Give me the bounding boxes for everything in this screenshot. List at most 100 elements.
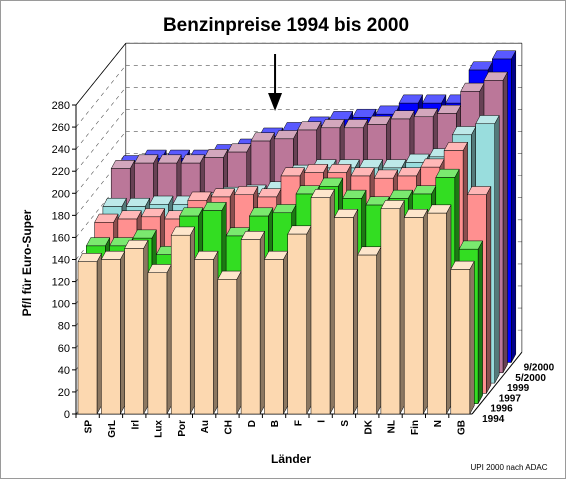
bar-1994-GrL xyxy=(100,250,126,415)
bar-side xyxy=(236,270,242,415)
bar-side xyxy=(469,261,475,415)
bar-front xyxy=(264,259,284,415)
bar-side xyxy=(259,231,265,415)
bar-side xyxy=(422,209,428,415)
y-tick-label: 260 xyxy=(52,122,70,134)
bar-side xyxy=(96,253,102,415)
bar-front xyxy=(170,234,191,415)
bar-front xyxy=(287,233,307,415)
bar-front xyxy=(310,197,331,415)
depth-axis-line xyxy=(471,351,523,415)
bar-1994-GB xyxy=(450,260,475,415)
bar-1994-F xyxy=(287,225,312,415)
gridline-side xyxy=(75,87,127,150)
bar-1994-CH xyxy=(217,270,242,415)
x-tick-label: SP xyxy=(84,420,95,434)
bar-1994-Au xyxy=(194,250,219,415)
bar-side xyxy=(353,209,359,415)
bar-1994-S xyxy=(333,209,359,415)
y-tick-label: 280 xyxy=(52,100,70,112)
series-label: 1997 xyxy=(499,393,522,404)
bar-side xyxy=(143,240,149,415)
bar-side xyxy=(189,226,195,415)
bar-1994-Irl xyxy=(124,239,149,415)
bar-front xyxy=(450,269,471,415)
bar-front xyxy=(194,259,214,415)
bar-side xyxy=(283,251,289,415)
bar-side xyxy=(502,71,508,373)
y-axis-label: Pf/l für Euro-Super xyxy=(20,209,34,316)
x-tick-label: DK xyxy=(363,419,374,434)
series-label: 1999 xyxy=(507,383,530,394)
x-tick-label: S xyxy=(340,420,351,427)
y-tick-label: 40 xyxy=(58,365,70,377)
x-tick-label: Irl xyxy=(130,420,141,430)
y-tick-label: 60 xyxy=(58,343,70,355)
gridline-side xyxy=(75,109,127,172)
bar-front xyxy=(427,212,447,415)
x-tick-label: Lux xyxy=(154,420,165,438)
bar-side xyxy=(329,189,335,415)
bar-1994-Lux xyxy=(147,264,172,415)
y-tick-label: 0 xyxy=(64,409,70,421)
bar-front xyxy=(124,248,144,415)
x-tick-label: I xyxy=(317,420,328,423)
bar-front xyxy=(357,254,377,415)
y-tick-label: 200 xyxy=(52,188,70,200)
bar-front xyxy=(240,239,261,415)
bar-side xyxy=(511,50,517,363)
bar-side xyxy=(446,204,452,415)
bar-side xyxy=(494,115,500,384)
x-tick-layer: SP GrL Irl Lux Por Au CH D B F I S DK NL Fin N GB xyxy=(75,414,467,438)
y-tick-label: 160 xyxy=(52,232,70,244)
annotation-arrow xyxy=(268,54,283,111)
wall-edge xyxy=(75,42,127,106)
x-tick-label: D xyxy=(247,420,258,427)
bar-front xyxy=(380,208,401,415)
y-tick-label: 240 xyxy=(52,144,70,156)
bar-1994-B xyxy=(263,250,289,415)
series-label: 1994 xyxy=(482,414,505,425)
bar-1994-SP xyxy=(77,253,102,415)
bar-front xyxy=(101,259,121,415)
bar-1994-NL xyxy=(380,200,405,415)
series-label: 1996 xyxy=(490,404,513,415)
bar-front xyxy=(77,261,98,415)
bar-front xyxy=(403,217,424,415)
bars-layer xyxy=(77,50,517,415)
bar-side xyxy=(376,246,382,415)
y-tick-label: 220 xyxy=(52,166,70,178)
bar-1994-I xyxy=(310,189,335,415)
y-tick-label: 120 xyxy=(52,277,70,289)
y-tick-label: 80 xyxy=(58,321,70,333)
bar-front xyxy=(147,272,168,415)
gridline-side xyxy=(75,65,127,128)
x-tick-label: GrL xyxy=(107,420,118,438)
bar-1994-Por xyxy=(170,226,196,415)
gridline-side xyxy=(75,131,127,194)
x-tick-label: Au xyxy=(200,420,211,433)
x-tick-label: NL xyxy=(387,420,398,433)
bar-side xyxy=(213,251,219,415)
x-tick-label: Fin xyxy=(410,420,421,435)
y-tick-label: 20 xyxy=(58,387,70,399)
y-tick-layer: 0 20 40 60 80 100 120 140 160 180 200 220 240 260 280 xyxy=(52,100,76,421)
x-tick-label: B xyxy=(270,420,281,427)
bar-side xyxy=(486,186,492,394)
bar-side xyxy=(477,240,483,404)
chart-title: Benzinpreise 1994 bis 2000 xyxy=(163,15,409,36)
y-tick-label: 140 xyxy=(52,255,70,267)
x-tick-label: F xyxy=(293,420,304,426)
bar-1994-DK xyxy=(357,246,382,415)
bar-front xyxy=(334,217,354,415)
bar-1994-Fin xyxy=(403,209,429,415)
bar-front xyxy=(217,279,238,415)
y-tick-label: 180 xyxy=(52,210,70,222)
bar-1994-D xyxy=(240,231,266,415)
bar-side xyxy=(306,225,312,415)
bar-side xyxy=(399,200,405,415)
x-tick-label: GB xyxy=(456,420,467,435)
